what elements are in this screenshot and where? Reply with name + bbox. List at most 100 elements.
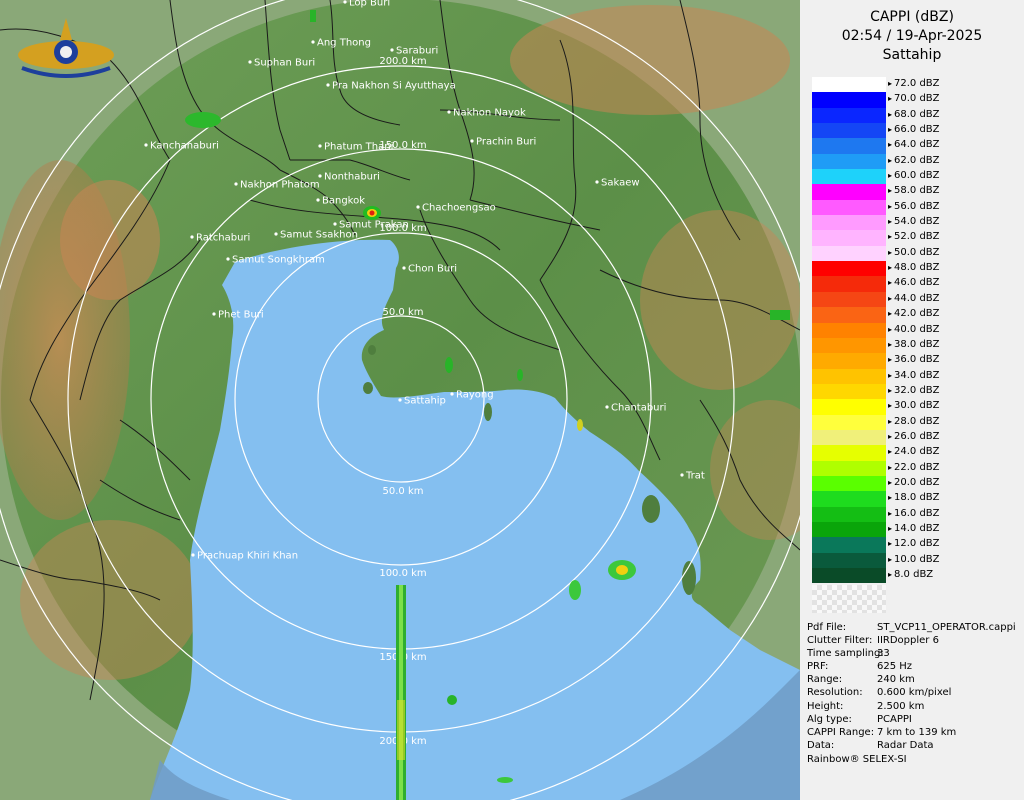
legend-label: 66.0 dBZ — [888, 124, 940, 136]
legend-label: 22.0 dBZ — [888, 462, 940, 474]
info-row: Height: 2.500 km — [807, 700, 1021, 713]
city-label: Sattahip — [404, 396, 446, 407]
legend-swatch — [812, 184, 886, 200]
legend-label: 24.0 dBZ — [888, 446, 940, 458]
city-label: Nakhon Nayok — [453, 108, 526, 119]
legend-swatch — [812, 107, 886, 124]
ring-label-1: 50.0 km — [383, 307, 424, 318]
info-value: 240 km — [877, 674, 915, 686]
city-dot — [605, 405, 609, 409]
city-dot — [248, 60, 252, 64]
agency-logo — [18, 18, 114, 78]
city-dot — [234, 182, 238, 186]
city-marker: Chachoengsao — [416, 203, 496, 214]
province-borders — [0, 0, 800, 701]
city-label: Prachuap Khiri Khan — [197, 551, 298, 562]
city-marker: Ang Thong — [311, 38, 371, 49]
legend-entry: 24.0 dBZ — [812, 445, 1012, 461]
legend-label: 52.0 dBZ — [888, 231, 940, 243]
info-key: Clutter Filter: — [807, 635, 873, 647]
city-marker: Phet Buri — [212, 310, 264, 321]
info-row: Time sampling: 33 — [807, 647, 1021, 660]
legend-label: 8.0 dBZ — [888, 569, 933, 581]
legend-entry: 8.0 dBZ — [812, 568, 1012, 584]
legend-swatch — [812, 429, 886, 446]
legend-label: 20.0 dBZ — [888, 477, 940, 489]
legend-swatch — [812, 460, 886, 476]
legend-entry: 58.0 dBZ — [812, 184, 1012, 200]
legend-swatch — [812, 552, 886, 568]
city-label: Kanchanaburi — [150, 141, 219, 152]
legend-entry: 40.0 dBZ — [812, 322, 1012, 338]
city-dot — [190, 235, 194, 239]
legend-entry: 10.0 dBZ — [812, 552, 1012, 568]
radar-map[interactable]: 50.0 km 100.0 km 150.0 km 200.0 km 50.0 km 10… — [0, 0, 800, 800]
legend-entry: 38.0 dBZ — [812, 337, 1012, 354]
legend-label: 54.0 dBZ — [888, 216, 940, 228]
legend-label: 40.0 dBZ — [888, 324, 940, 336]
legend-label: 50.0 dBZ — [888, 247, 940, 259]
software-credit: Rainbow® SELEX-SI — [807, 754, 907, 765]
city-dot — [316, 198, 320, 202]
info-row: Range: 240 km — [807, 673, 1021, 686]
info-key: PRF: — [807, 661, 829, 673]
city-dot — [680, 473, 684, 477]
city-dot — [274, 232, 278, 236]
city-dot — [191, 553, 195, 557]
legend-entry: 64.0 dBZ — [812, 138, 1012, 154]
legend-swatch — [812, 383, 886, 400]
city-dot — [450, 392, 454, 396]
legend-label: 56.0 dBZ — [888, 201, 940, 213]
legend-label: 38.0 dBZ — [888, 339, 940, 351]
echo-sea-small — [569, 580, 581, 600]
city-dot — [326, 83, 330, 87]
info-row: Resolution: 0.600 km/pixel — [807, 686, 1021, 699]
city-marker: Pra Nakhon Si Ayutthaya — [326, 81, 456, 92]
echo-samut-prakan-peak — [369, 210, 375, 216]
legend-label: 18.0 dBZ — [888, 492, 940, 504]
legend-label: 16.0 dBZ — [888, 508, 940, 520]
outer-sea-left — [150, 760, 230, 800]
info-value: 7 km to 139 km — [877, 726, 957, 738]
legend-entry: 18.0 dBZ — [812, 491, 1012, 507]
city-marker: Ratchaburi — [190, 233, 250, 244]
legend-label: 34.0 dBZ — [888, 370, 940, 382]
city-labels: Suphan Buri Ang Thong Saraburi Pra Nakhon S… — [144, 0, 705, 562]
island-koh-kood — [682, 561, 696, 595]
legend-label: 64.0 dBZ — [888, 139, 940, 151]
city-marker: Sattahip — [398, 396, 446, 407]
city-marker: Chantaburi — [605, 403, 666, 414]
legend-label: 10.0 dBZ — [888, 554, 940, 566]
legend-label: 58.0 dBZ — [888, 185, 940, 197]
ring-label-5: 50.0 km — [383, 486, 424, 497]
legend-label: 62.0 dBZ — [888, 155, 940, 167]
echo-south — [497, 777, 513, 783]
legend-swatch — [812, 537, 886, 553]
legend-entry: 30.0 dBZ — [812, 399, 1012, 415]
city-label: Prachin Buri — [476, 137, 536, 148]
legend-label: 42.0 dBZ — [888, 308, 940, 320]
city-dot — [144, 143, 148, 147]
echo-chantaburi-coast — [577, 419, 583, 431]
island-koh-chang — [642, 495, 660, 523]
legend-entry: 72.0 dBZ — [812, 77, 1012, 93]
city-label: Nakhon Phatom — [240, 180, 320, 191]
city-label: Lop Buri — [349, 0, 390, 9]
city-label: Chachoengsao — [422, 203, 496, 214]
island-sichang — [363, 382, 373, 394]
legend-swatch — [812, 245, 886, 262]
city-label: Suphan Buri — [254, 58, 315, 69]
southwest-highland — [20, 520, 200, 680]
legend-swatch — [812, 475, 886, 492]
city-label: Saraburi — [396, 46, 438, 57]
legend-swatch — [812, 568, 886, 584]
northeast-highland — [510, 5, 790, 115]
product-title: CAPPI (dBZ) — [870, 9, 954, 25]
city-dot — [398, 398, 402, 402]
legend-label: 36.0 dBZ — [888, 354, 940, 366]
city-dot — [318, 144, 322, 148]
city-dot — [402, 266, 406, 270]
legend-label: 26.0 dBZ — [888, 431, 940, 443]
city-marker: Trat — [680, 471, 705, 482]
product-info: Pdf File: ST_VCP11_OPERATOR.cappi Clutter … — [807, 621, 1021, 752]
